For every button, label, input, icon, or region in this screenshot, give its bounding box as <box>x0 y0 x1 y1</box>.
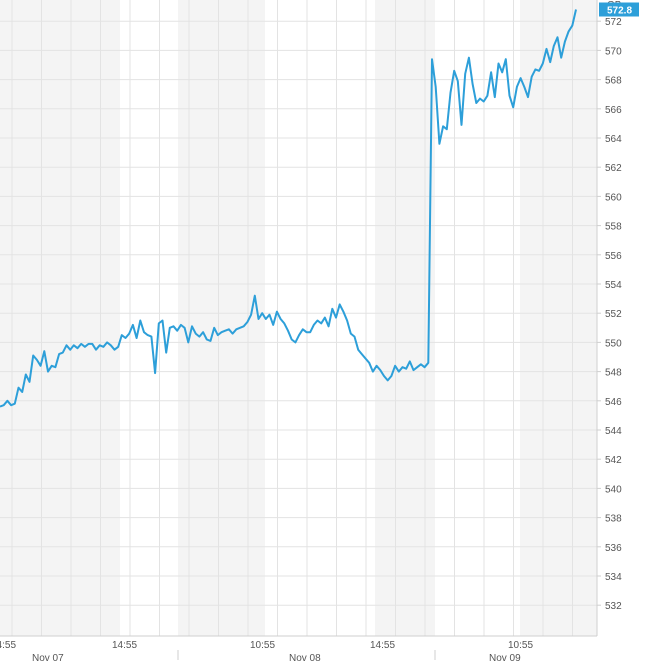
last-price-label: 572.8 <box>607 6 632 17</box>
y-tick-label: 542 <box>605 455 622 466</box>
y-tick-label: 532 <box>605 601 622 612</box>
session-band <box>0 0 120 636</box>
x-time-label: 14:55 <box>370 640 395 651</box>
y-tick-label: 572 <box>605 17 622 28</box>
session-band <box>375 0 435 636</box>
y-tick-label: 562 <box>605 163 622 174</box>
series-line <box>0 9 577 408</box>
session-bands <box>0 0 597 636</box>
y-tick-label: 538 <box>605 514 622 525</box>
y-tick-label: 534 <box>605 572 622 583</box>
y-tick-label: 550 <box>605 338 622 349</box>
y-tick-label: 554 <box>605 280 622 291</box>
y-tick-label: 552 <box>605 309 622 320</box>
y-tick-label: 558 <box>605 222 622 233</box>
session-band <box>178 0 265 636</box>
y-tick-label: 570 <box>605 46 622 57</box>
x-date-label: Nov 09 <box>489 653 521 664</box>
y-axis: 532 534 536 538 540 542 544 546 548 550 552 554 556 5… <box>596 0 622 636</box>
x-time-label: 14:55 <box>112 640 137 651</box>
y-tick-label: 564 <box>605 134 622 145</box>
y-tick-label: 540 <box>605 484 622 495</box>
x-time-label: 10:55 <box>250 640 275 651</box>
x-time-label: 14:55 <box>0 640 16 651</box>
y-tick-label: 536 <box>605 543 622 554</box>
x-date-label: Nov 08 <box>289 653 321 664</box>
x-date-label: Nov 07 <box>32 653 64 664</box>
y-tick-label: 568 <box>605 76 622 87</box>
y-tick-label: 560 <box>605 192 622 203</box>
session-band <box>520 0 597 636</box>
last-price-badge: 572.8 <box>599 2 639 17</box>
y-tick-label: 544 <box>605 426 622 437</box>
y-tick-label: 556 <box>605 251 622 262</box>
y-tick-label: 548 <box>605 368 622 379</box>
y-tick-label: 546 <box>605 397 622 408</box>
series-layer <box>0 9 577 408</box>
x-axis: 14:55 14:55 10:55 14:55 10:55 Nov 07 Nov 08 Nov… <box>0 635 597 664</box>
x-time-label: 10:55 <box>508 640 533 651</box>
y-tick-label: 566 <box>605 105 622 116</box>
